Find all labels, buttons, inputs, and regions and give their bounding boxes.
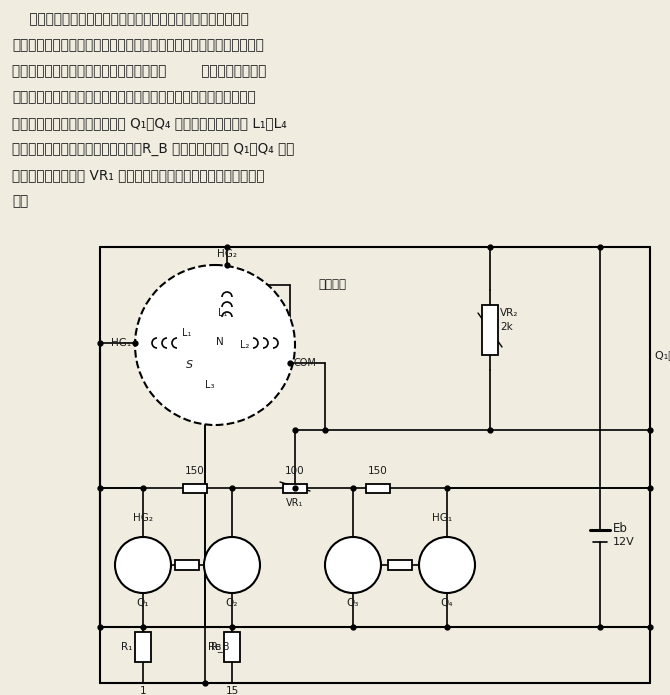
Text: VR₂: VR₂ [500,308,519,318]
Text: 生四相霍尔电压，使功率晶体管 Q₁～Q₄ 顺序导通，驱动线圈 L₁～L₄: 生四相霍尔电压，使功率晶体管 Q₁～Q₄ 顺序导通，驱动线圈 L₁～L₄ [12,116,287,130]
Text: R₁: R₁ [121,642,132,652]
Text: VR₁: VR₁ [286,498,304,508]
Text: 150: 150 [185,466,205,476]
Text: Eb: Eb [613,521,628,534]
Text: 100: 100 [285,466,305,476]
Text: L₃: L₃ [205,380,215,390]
Text: Rʙ: Rʙ [208,642,221,652]
Circle shape [325,537,381,593]
Text: HG₂: HG₂ [217,249,237,259]
Text: HG₂: HG₂ [133,513,153,523]
Text: 依次产生激磁电流，形成旋转磁场。R_B 为偏置电阴，给 Q₁～Q₄ 提供: 依次产生激磁电流，形成旋转磁场。R_B 为偏置电阴，给 Q₁～Q₄ 提供 [12,142,294,156]
Text: Q₁～Q₄:  2SC2562  Y: Q₁～Q₄: 2SC2562 Y [655,350,670,360]
Text: Q₂: Q₂ [226,598,239,608]
Text: 偏置电流，可变电阴 VR₁ 修正霍尔电压以保持各线圈驱动电流的均: 偏置电流，可变电阴 VR₁ 修正霍尔电压以保持各线圈驱动电流的均 [12,168,265,182]
Bar [388,560,412,570]
Text: COM: COM [293,358,316,368]
Text: N: N [216,337,224,347]
Text: 15: 15 [225,686,239,695]
Text: 无刷电机以电子装置代替直流电机的炭刷和整流子，除了具有: 无刷电机以电子装置代替直流电机的炭刷和整流子，除了具有 [12,12,249,26]
Text: R_B: R_B [210,641,229,653]
Bar [183,484,207,493]
Circle shape [419,537,475,593]
Bar [135,632,151,662]
Bar [224,632,240,662]
Text: Q₄: Q₄ [441,598,453,608]
Text: 无刷电机: 无刷电机 [318,278,346,291]
Text: S: S [186,360,194,370]
Text: Q₃: Q₃ [347,598,359,608]
Bar [482,305,498,355]
Text: 12V: 12V [613,537,634,547]
Text: L₁: L₁ [218,308,228,318]
Text: 2k: 2k [500,322,513,332]
Bar [366,484,390,493]
Text: L₁: L₁ [182,328,192,338]
Circle shape [135,265,295,425]
Text: 衡。: 衡。 [12,194,28,208]
Text: 修，所以是一种使用很方便的控制电机。图        所示为采用霍尔元: 修，所以是一种使用很方便的控制电机。图 所示为采用霍尔元 [12,64,267,78]
Text: 件检测磁极位置的无刷电机驱动电路，对应于磁极的旋转角，依次产: 件检测磁极位置的无刷电机驱动电路，对应于磁极的旋转角，依次产 [12,90,256,104]
Text: 和直流电机一样的特性外，还具有独特的优点：无噪、寿命长、无需维: 和直流电机一样的特性外，还具有独特的优点：无噪、寿命长、无需维 [12,38,264,52]
Text: HG₁: HG₁ [432,513,452,523]
Text: L₂: L₂ [241,340,250,350]
Text: 150: 150 [368,466,388,476]
Circle shape [204,537,260,593]
Circle shape [115,537,171,593]
Text: 1: 1 [139,686,146,695]
Bar [175,560,199,570]
Text: HG₁: HG₁ [111,338,131,348]
Bar [283,484,307,493]
Text: Q₁: Q₁ [137,598,149,608]
